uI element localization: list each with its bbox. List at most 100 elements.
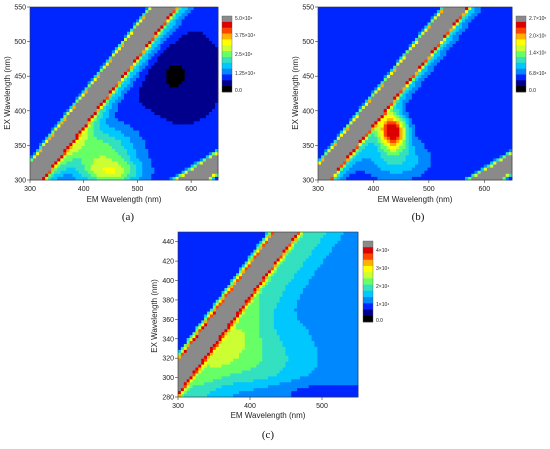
heat-cell bbox=[112, 44, 115, 47]
heat-cell bbox=[166, 115, 169, 118]
heat-cell bbox=[139, 137, 142, 140]
heat-cell bbox=[130, 66, 133, 69]
heat-cell bbox=[45, 118, 48, 121]
heat-cell bbox=[109, 149, 112, 152]
heat-cell bbox=[374, 7, 378, 10]
heat-cell bbox=[75, 56, 78, 59]
heat-cell bbox=[440, 41, 444, 44]
heat-cell bbox=[88, 165, 91, 168]
heat-cell bbox=[103, 90, 106, 93]
heat-cell bbox=[109, 47, 112, 50]
heat-cell bbox=[200, 50, 203, 53]
heat-cell bbox=[100, 109, 103, 112]
heat-cell bbox=[85, 75, 88, 78]
heat-cell bbox=[334, 38, 338, 41]
heat-cell bbox=[179, 94, 182, 97]
heat-cell bbox=[191, 38, 194, 41]
heat-cell bbox=[212, 16, 215, 19]
heat-cell bbox=[431, 72, 435, 75]
heat-cell bbox=[136, 87, 139, 90]
heat-cell bbox=[33, 174, 36, 177]
heat-cell bbox=[139, 171, 142, 174]
heat-cell bbox=[368, 56, 372, 59]
heat-cell bbox=[45, 29, 48, 32]
heat-cell bbox=[33, 118, 36, 121]
heat-cell bbox=[42, 115, 45, 118]
heat-cell bbox=[42, 72, 45, 75]
heat-cell bbox=[106, 90, 109, 93]
colorbar-swatch bbox=[222, 34, 232, 40]
heat-cell bbox=[412, 53, 416, 56]
heat-cell bbox=[182, 66, 185, 69]
heat-cell bbox=[157, 103, 160, 106]
heat-cell bbox=[57, 152, 60, 155]
colorbar-swatch bbox=[222, 80, 232, 86]
heat-cell bbox=[324, 10, 328, 13]
heat-cell bbox=[36, 72, 39, 75]
heat-cell bbox=[399, 75, 403, 78]
heat-cell bbox=[321, 60, 325, 63]
heat-cell bbox=[36, 87, 39, 90]
heat-cell bbox=[374, 41, 378, 44]
heat-cell bbox=[85, 152, 88, 155]
heat-cell bbox=[474, 41, 478, 44]
heat-cell bbox=[194, 22, 197, 25]
heat-cell bbox=[182, 29, 185, 32]
heat-cell bbox=[97, 13, 100, 16]
heat-cell bbox=[365, 63, 369, 66]
heat-cell bbox=[327, 38, 331, 41]
heat-cell bbox=[449, 44, 453, 47]
heat-cell bbox=[449, 38, 453, 41]
heat-cell bbox=[200, 131, 203, 134]
heat-cell bbox=[115, 72, 118, 75]
heat-cell bbox=[440, 60, 444, 63]
heat-cell bbox=[396, 22, 400, 25]
heat-cell bbox=[82, 75, 85, 78]
heat-cell bbox=[54, 146, 57, 149]
heat-cell bbox=[148, 60, 151, 63]
heat-cell bbox=[118, 161, 121, 164]
heat-cell bbox=[334, 53, 338, 56]
heat-cell bbox=[106, 168, 109, 171]
heat-cell bbox=[352, 16, 356, 19]
heat-cell bbox=[33, 165, 36, 168]
heat-cell bbox=[75, 32, 78, 35]
heat-cell bbox=[106, 87, 109, 90]
heat-cell bbox=[415, 32, 419, 35]
heat-cell bbox=[72, 13, 75, 16]
heat-cell bbox=[51, 94, 54, 97]
heat-cell bbox=[359, 7, 363, 10]
heat-cell bbox=[39, 146, 42, 149]
heat-cell bbox=[197, 16, 200, 19]
heat-cell bbox=[121, 127, 124, 130]
heat-cell bbox=[30, 174, 33, 177]
heat-cell bbox=[359, 78, 363, 81]
heat-cell bbox=[51, 158, 54, 161]
heat-cell bbox=[127, 84, 130, 87]
heat-cell bbox=[503, 7, 507, 10]
heat-cell bbox=[421, 56, 425, 59]
heat-cell bbox=[130, 168, 133, 171]
heat-cell bbox=[384, 56, 388, 59]
heat-cell bbox=[118, 75, 121, 78]
heat-cell bbox=[106, 112, 109, 115]
heat-cell bbox=[406, 50, 410, 53]
heat-cell bbox=[127, 87, 130, 90]
heat-cell bbox=[166, 174, 169, 177]
colorbar-label: 1.25×10⁴ bbox=[235, 71, 255, 77]
heat-cell bbox=[63, 66, 66, 69]
heat-cell bbox=[69, 56, 72, 59]
heat-cell bbox=[139, 63, 142, 66]
heat-cell bbox=[191, 35, 194, 38]
heat-cell bbox=[206, 97, 209, 100]
heat-cell bbox=[63, 94, 66, 97]
heat-cell bbox=[321, 47, 325, 50]
heat-cell bbox=[428, 66, 432, 69]
heat-cell bbox=[154, 109, 157, 112]
heat-cell bbox=[179, 72, 182, 75]
heat-cell bbox=[94, 69, 97, 72]
heat-cell bbox=[465, 53, 469, 56]
heat-cell bbox=[449, 32, 453, 35]
heat-cell bbox=[185, 106, 188, 109]
heat-cell bbox=[176, 75, 179, 78]
